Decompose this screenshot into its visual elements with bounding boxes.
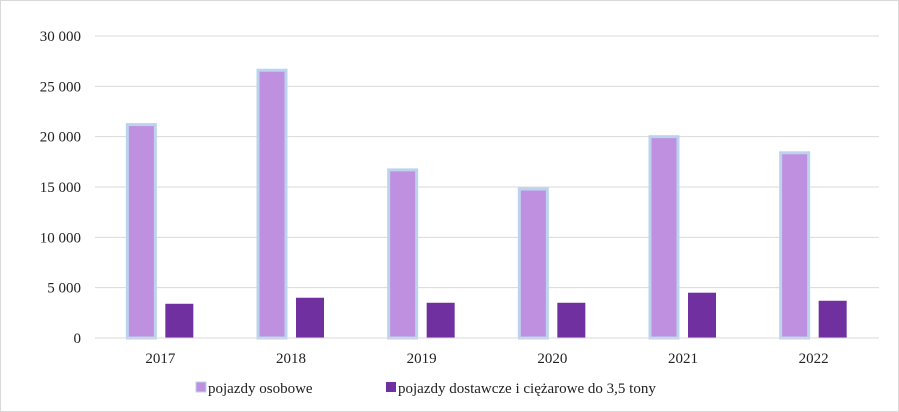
bar-pojazdy-dostawcze <box>688 292 716 338</box>
x-tick-label: 2022 <box>799 351 829 367</box>
bar-pojazdy-osobowe <box>125 123 157 340</box>
bar-pojazdy-osobowe <box>387 168 419 340</box>
bar-pojazdy-dostawcze <box>557 302 586 338</box>
bar-pojazdy-osobowe <box>517 187 549 340</box>
bar-pojazdy-dostawcze <box>296 297 324 338</box>
legend-label: pojazdy osobowe <box>208 381 313 397</box>
x-tick-label: 2018 <box>276 351 306 367</box>
y-tick-label: 5 000 <box>47 281 81 297</box>
bar-pojazdy-dostawcze <box>818 300 847 338</box>
y-tick-label: 25 000 <box>40 79 81 95</box>
bar-pojazdy-dostawcze <box>426 302 455 338</box>
legend-swatch <box>195 381 207 393</box>
y-tick-label: 30 000 <box>40 29 81 45</box>
y-tick-label: 0 <box>74 331 82 347</box>
bar-pojazdy-osobowe <box>779 151 811 340</box>
x-tick-label: 2020 <box>537 351 567 367</box>
x-tick-label: 2017 <box>145 351 176 367</box>
bar-pojazdy-osobowe <box>648 135 680 340</box>
bar-pojazdy-osobowe <box>256 68 288 340</box>
x-tick-label: 2019 <box>407 351 437 367</box>
y-tick-label: 20 000 <box>40 130 81 146</box>
y-tick-label: 10 000 <box>40 230 81 246</box>
x-tick-label: 2021 <box>668 351 698 367</box>
bar-pojazdy-dostawcze <box>165 303 194 338</box>
y-tick-label: 15 000 <box>40 180 81 196</box>
legend-swatch <box>386 382 396 392</box>
legend-label: pojazdy dostawcze i ciężarowe do 3,5 ton… <box>398 381 656 397</box>
